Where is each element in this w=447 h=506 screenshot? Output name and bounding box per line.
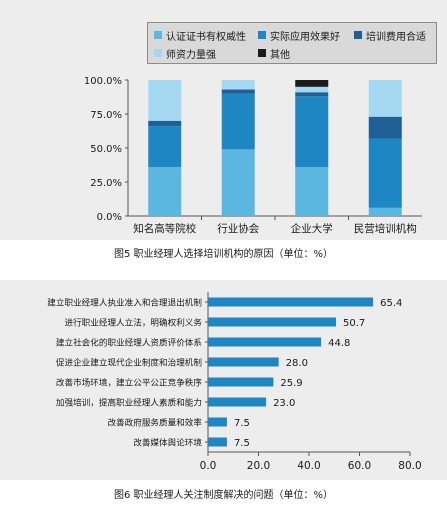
bar-segment <box>221 93 255 150</box>
legend-swatch-fee <box>354 31 362 39</box>
y-category-label: 改善市场环境，建立公平公正竞争秩序 <box>56 377 203 389</box>
bar <box>208 317 337 327</box>
bar-segment <box>295 92 329 97</box>
value-label: 25.9 <box>280 378 302 389</box>
bar <box>208 377 274 387</box>
bar-segment <box>295 167 329 216</box>
bar-segment <box>368 116 402 139</box>
x-category-label: 企业大学 <box>291 222 333 235</box>
value-label: 7.5 <box>234 438 250 449</box>
bar-segment <box>221 149 255 216</box>
value-label: 7.5 <box>234 418 250 429</box>
value-label: 44.8 <box>328 338 350 349</box>
y-tick-label: 75.0% <box>90 110 122 121</box>
legend-item-fee: 培训费用合适 <box>354 28 426 43</box>
bar-segment <box>368 207 402 216</box>
bar <box>208 437 227 447</box>
legend-swatch-other <box>258 49 266 57</box>
value-label: 28.0 <box>286 358 308 369</box>
value-label: 23.0 <box>273 398 295 409</box>
x-tick-label: 20.0 <box>247 460 270 472</box>
bar-segment <box>295 96 329 168</box>
bar <box>208 337 322 347</box>
bar-segment <box>148 120 182 127</box>
legend-label-fee: 培训费用合适 <box>366 31 426 43</box>
bar-segment <box>368 80 402 117</box>
legend-label-effect: 实际应用效果好 <box>270 31 340 43</box>
bar-segment <box>148 167 182 216</box>
legend-item-teachers: 师资力量强 <box>154 46 216 61</box>
legend-swatch-teachers <box>154 49 162 57</box>
x-tick-label: 80.0 <box>398 460 421 472</box>
x-category-label: 行业协会 <box>217 222 259 235</box>
x-tick-label: 40.0 <box>297 460 320 472</box>
y-category-label: 建立社会化的职业经理人资质评价体系 <box>56 337 203 349</box>
legend-label-teachers: 师资力量强 <box>166 49 216 61</box>
bar <box>208 357 279 367</box>
bar-segment <box>295 80 329 87</box>
legend-label-other: 其他 <box>270 49 290 61</box>
bar <box>208 297 374 307</box>
y-category-label: 进行职业经理人立法，明确权利义务 <box>64 317 202 329</box>
y-tick-label: 25.0% <box>90 178 122 189</box>
bar-segment <box>221 89 255 94</box>
bar-segment <box>368 138 402 208</box>
x-tick-label: 60.0 <box>348 460 371 472</box>
bar-segment <box>148 80 182 121</box>
y-tick-label: 50.0% <box>90 144 122 155</box>
bar-segment <box>148 126 182 168</box>
bar <box>208 397 267 407</box>
chart-legend: 认证证书有权威性 实际应用效果好 培训费用合适 师资力量强 其他 <box>147 22 437 64</box>
legend-item-effect: 实际应用效果好 <box>258 28 340 43</box>
bar-segment <box>295 86 329 93</box>
y-category-label: 建立职业经理人执业准入和合理退出机制 <box>47 297 202 309</box>
y-tick-label: 0.0% <box>97 212 122 223</box>
legend-swatch-authority <box>154 31 162 39</box>
figure-6-caption: 图6 职业经理人关注制度解决的问题（单位：%） <box>113 490 334 501</box>
y-category-label: 加强培训，提高职业经理人素质和能力 <box>56 397 202 409</box>
y-category-label: 改善媒体舆论环境 <box>133 437 202 449</box>
value-label: 65.4 <box>380 298 402 309</box>
x-category-label: 知名高等院校 <box>133 222 196 235</box>
x-category-label: 民营培训机构 <box>354 222 417 235</box>
value-label: 50.7 <box>343 318 365 329</box>
legend-item-other: 其他 <box>258 46 290 61</box>
y-category-label: 促进企业建立现代企业制度和治理机制 <box>56 357 202 369</box>
bar-segment <box>221 80 255 90</box>
legend-swatch-effect <box>258 31 266 39</box>
legend-label-authority: 认证证书有权威性 <box>166 31 246 43</box>
figure-5-caption: 图5 职业经理人选择培训机构的原因（单位：%） <box>113 249 334 260</box>
legend-item-authority: 认证证书有权威性 <box>154 28 246 43</box>
stacked-bar-chart: 0.0% 25.0% 50.0% 75.0% 100.0% 知名高等院校 行业协会 企业大学 民… <box>84 76 422 235</box>
y-category-label: 改善政府服务质量和效率 <box>107 417 202 429</box>
y-tick-label: 100.0% <box>84 76 122 87</box>
x-tick-label: 0.0 <box>200 460 217 472</box>
bar <box>208 417 227 427</box>
